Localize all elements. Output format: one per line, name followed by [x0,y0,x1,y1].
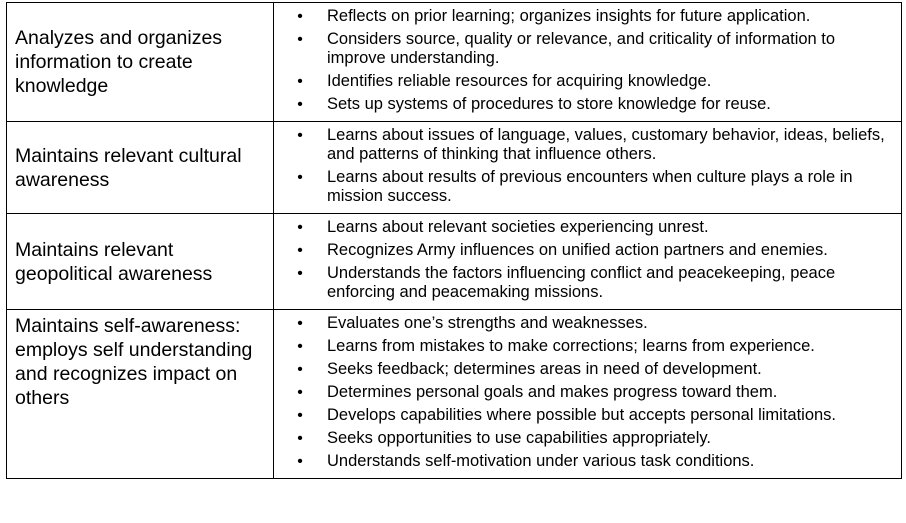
list-item: • Seeks opportunities to use capabilities… [274,429,897,448]
list-item: • Seeks feedback; determines areas in nee… [274,360,897,379]
behavior-text: Considers source, quality or relevance, … [327,30,836,67]
list-item: • Recognizes Army influences on unified a… [274,241,897,260]
behavior-list: • Reflects on prior learning; organizes i… [274,7,897,114]
bullet-icon: • [297,31,303,48]
behavior-list: • Learns about issues of language, values… [274,126,897,206]
behavior-text: Reflects on prior learning; organizes in… [327,7,811,25]
attribute-label: Maintains relevant cultural awareness [6,121,274,214]
behaviors-cell: • Learns about relevant societies experie… [273,213,902,310]
behavior-text: Learns about issues of language, values,… [327,126,885,163]
bullet-icon: • [297,242,303,259]
behavior-text: Understands the factors influencing conf… [327,264,836,301]
bullet-icon: • [297,96,303,113]
list-item: • Reflects on prior learning; organizes i… [274,7,897,26]
list-item: • Develops capabilities where possible bu… [274,406,897,425]
behaviors-cell: • Learns about issues of language, values… [273,121,902,214]
behavior-text: Understands self-motivation under variou… [327,452,755,470]
behavior-text: Determines personal goals and makes prog… [327,383,778,401]
behavior-text: Learns about relevant societies experien… [327,218,709,236]
attribute-label: Maintains self-awareness: employs self u… [6,309,274,479]
bullet-icon: • [297,73,303,90]
table-row: Maintains relevant geopolitical awarenes… [6,213,902,310]
behavior-text: Identifies reliable resources for acquir… [327,72,712,90]
behavior-text: Recognizes Army influences on unified ac… [327,241,828,259]
attribute-table: Analyzes and organizes information to cr… [6,2,902,479]
list-item: • Evaluates one’s strengths and weaknesse… [274,314,897,333]
list-item: • Understands self-motivation under vario… [274,452,897,471]
bullet-icon: • [297,219,303,236]
behaviors-cell: • Evaluates one’s strengths and weaknesse… [273,309,902,479]
bullet-icon: • [297,384,303,401]
bullet-icon: • [297,453,303,470]
table-row: Analyzes and organizes information to cr… [6,2,902,122]
list-item: • Learns about issues of language, values… [274,126,897,164]
bullet-icon: • [297,430,303,447]
bullet-icon: • [297,127,303,144]
behavior-list: • Learns about relevant societies experie… [274,218,897,302]
list-item: • Sets up systems of procedures to store … [274,95,897,114]
table-row: Maintains relevant cultural awareness • L… [6,121,902,214]
behavior-text: Develops capabilities where possible but… [327,406,837,424]
behavior-text: Seeks feedback; determines areas in need… [327,360,762,378]
behavior-text: Seeks opportunities to use capabilities … [327,429,712,447]
attribute-label: Maintains relevant geopolitical awarenes… [6,213,274,310]
attribute-label: Analyzes and organizes information to cr… [6,2,274,122]
list-item: • Learns about results of previous encoun… [274,168,897,206]
list-item: • Considers source, quality or relevance,… [274,30,897,68]
list-item: • Learns from mistakes to make correction… [274,337,897,356]
bullet-icon: • [297,338,303,355]
behavior-text: Learns about results of previous encount… [327,168,853,205]
bullet-icon: • [297,8,303,25]
bullet-icon: • [297,407,303,424]
behavior-text: Learns from mistakes to make corrections… [327,337,815,355]
list-item: • Understands the factors influencing con… [274,264,897,302]
list-item: • Determines personal goals and makes pro… [274,383,897,402]
bullet-icon: • [297,169,303,186]
behaviors-cell: • Reflects on prior learning; organizes i… [273,2,902,122]
bullet-icon: • [297,315,303,332]
list-item: • Identifies reliable resources for acqui… [274,72,897,91]
behavior-text: Evaluates one’s strengths and weaknesses… [327,314,648,332]
bullet-icon: • [297,361,303,378]
behavior-list: • Evaluates one’s strengths and weaknesse… [274,314,897,471]
bullet-icon: • [297,265,303,282]
table-row: Maintains self-awareness: employs self u… [6,309,902,479]
list-item: • Learns about relevant societies experie… [274,218,897,237]
behavior-text: Sets up systems of procedures to store k… [327,95,771,113]
